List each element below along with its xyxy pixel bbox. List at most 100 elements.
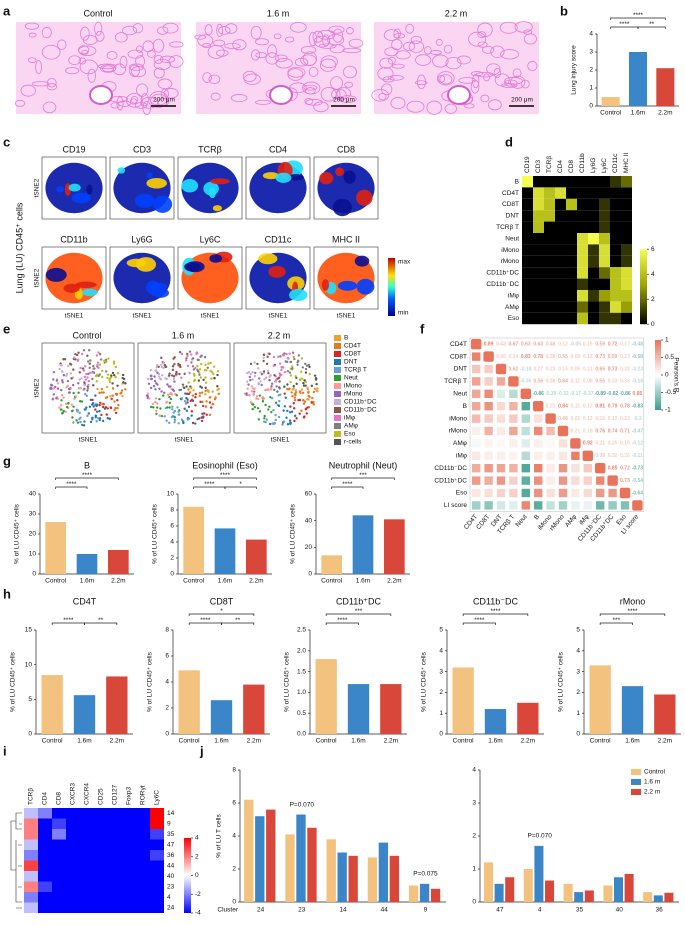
y-axis-label: % of LU T cells xyxy=(216,814,223,858)
alveolus xyxy=(423,46,432,55)
tsne-dot xyxy=(278,380,281,383)
tsne-dot xyxy=(270,410,273,414)
tsne-dot xyxy=(186,354,189,358)
tsne-dot xyxy=(109,394,112,398)
tsne-dot xyxy=(194,404,197,407)
tsne-dot xyxy=(146,395,149,398)
tsne-dot xyxy=(273,388,276,392)
corr-cell xyxy=(620,501,630,510)
column-label: Neut xyxy=(514,513,528,528)
tsne-dot xyxy=(62,409,65,413)
y-tick-label: 0 xyxy=(232,899,236,906)
tsne-dot xyxy=(279,355,282,358)
tsne-dot xyxy=(80,352,84,356)
tsne-dot xyxy=(169,391,173,395)
y-tick-label: 0 xyxy=(32,571,36,578)
tsne-dot xyxy=(251,407,254,411)
heat-cell xyxy=(577,198,588,211)
y-tick-label: 8 xyxy=(232,767,236,774)
marker-title: MHC II xyxy=(332,234,360,244)
tsne-dot xyxy=(252,403,255,406)
bar xyxy=(589,665,611,734)
heat-cell xyxy=(555,267,566,279)
tsne-patch xyxy=(146,172,153,179)
colorbar-tick-label: -2 xyxy=(195,891,201,898)
tsne-dot xyxy=(95,379,98,383)
heat-cell xyxy=(555,255,566,268)
heat-cell xyxy=(94,881,108,892)
y-axis-label: % of LU CD45⁺ cells xyxy=(10,651,17,712)
tsne-patch xyxy=(86,184,93,195)
alveolus xyxy=(416,74,426,90)
tsne-dot xyxy=(293,398,297,402)
bar xyxy=(505,877,515,902)
tsne-dot xyxy=(183,386,186,390)
alveolus xyxy=(445,56,462,70)
tsne-dot xyxy=(304,371,308,374)
tsne-dot xyxy=(105,385,109,389)
sig-bracket xyxy=(331,477,395,480)
diagonal-cell xyxy=(595,463,606,474)
alveolus xyxy=(327,33,345,46)
panel-label: f xyxy=(420,321,425,336)
tsne-dot xyxy=(64,410,67,413)
heat-cell xyxy=(566,176,577,188)
tsne-dot xyxy=(92,364,95,368)
tsne-dot xyxy=(291,351,295,354)
tsne-dot xyxy=(121,376,124,380)
diagonal-cell xyxy=(557,425,569,437)
tsne-dot xyxy=(52,393,56,396)
tsne-dot xyxy=(185,385,188,388)
bar xyxy=(367,857,378,902)
tsne-dot xyxy=(249,400,253,404)
tsne-patch xyxy=(117,167,126,174)
corr-value: 0.22 xyxy=(620,416,630,422)
colorbar-title: Pearson's R xyxy=(672,357,679,393)
tsne-dot xyxy=(116,406,119,410)
tsne-dot xyxy=(292,385,295,388)
sig-label: *** xyxy=(613,617,621,624)
legend-label: CD4T xyxy=(344,343,361,350)
tsne-patch xyxy=(71,192,91,204)
row-label: CD4T xyxy=(450,341,467,348)
y-tick-label: 5 xyxy=(439,627,443,634)
tsne-dot xyxy=(246,387,249,390)
tsne-dot xyxy=(204,363,207,367)
tsne-dot xyxy=(302,382,305,385)
corr-value: 0.89 xyxy=(484,342,494,348)
tsne-dot xyxy=(66,384,69,388)
tsne-dot xyxy=(160,363,163,367)
tsne-dot xyxy=(279,393,282,396)
alveolus xyxy=(207,44,225,59)
heat-cell xyxy=(136,871,150,882)
heat-cell xyxy=(52,808,66,819)
tsne-dot xyxy=(77,387,81,390)
tsne-dot xyxy=(198,392,202,395)
y-tick-label: 1 xyxy=(472,866,476,873)
tsne-dot xyxy=(300,388,304,391)
tsne-dot xyxy=(171,408,174,411)
corr-cell xyxy=(484,414,493,423)
heat-cell xyxy=(533,312,544,325)
heat-cell xyxy=(610,221,621,233)
tsne-dot xyxy=(58,406,61,409)
heat-cell xyxy=(588,267,599,279)
alveolus xyxy=(157,78,173,90)
corr-cell xyxy=(484,389,493,398)
alveolus xyxy=(477,31,487,38)
corr-value: -0.86 xyxy=(532,391,544,397)
tsne-dot xyxy=(165,377,168,381)
y-tick-label: 2 xyxy=(576,689,580,696)
legend-swatch xyxy=(334,415,341,421)
tsne-dot xyxy=(301,366,304,369)
heat-cell xyxy=(122,829,136,840)
heat-cell xyxy=(610,233,621,245)
alveolus xyxy=(432,54,449,68)
tsne-dot xyxy=(204,389,207,393)
corr-value: 0.13 xyxy=(608,416,618,422)
tsne-dot xyxy=(256,362,259,366)
tsne-dot xyxy=(257,397,260,401)
alveolus xyxy=(20,84,36,97)
x-tick-label: 1.6m xyxy=(356,578,370,585)
corr-value: -0.83 xyxy=(632,404,644,410)
